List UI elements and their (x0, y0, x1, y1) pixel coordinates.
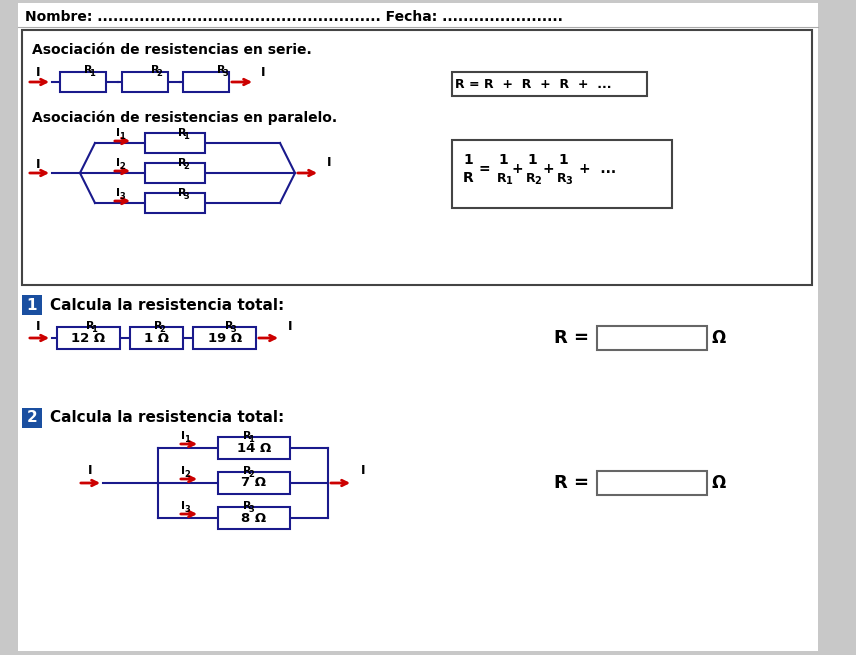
Text: I: I (288, 320, 292, 333)
Bar (57, 327, 120, 349)
Text: 14 Ω: 14 Ω (237, 441, 271, 455)
Bar (597, 471, 707, 495)
Text: 2: 2 (183, 162, 189, 171)
Bar (597, 326, 707, 350)
Text: I: I (181, 501, 185, 511)
Text: 1: 1 (183, 132, 189, 141)
Text: 1: 1 (92, 325, 98, 334)
Text: 3: 3 (120, 192, 125, 201)
Text: 1: 1 (184, 435, 190, 444)
Text: 3: 3 (185, 505, 190, 514)
Text: 1: 1 (498, 153, 508, 167)
Bar (218, 507, 290, 529)
Bar (60, 72, 106, 92)
Text: R: R (151, 65, 159, 75)
Bar (130, 327, 183, 349)
Text: 2: 2 (535, 176, 541, 186)
Text: 2: 2 (248, 470, 254, 479)
Text: 2: 2 (159, 325, 165, 334)
Bar (145, 193, 205, 213)
Bar (193, 327, 256, 349)
Text: 1: 1 (527, 153, 537, 167)
Text: R: R (243, 466, 252, 476)
Bar (122, 72, 168, 92)
Text: Nombre: ...................................................... Fecha: ..........: Nombre: ................................… (25, 10, 563, 24)
Bar (145, 163, 205, 183)
Bar (218, 472, 290, 494)
Text: R: R (84, 65, 92, 75)
Text: Ω: Ω (712, 329, 726, 347)
Bar (22, 408, 42, 428)
Text: +  ...: + ... (579, 162, 616, 176)
Text: Calcula la resistencia total:: Calcula la resistencia total: (50, 297, 284, 312)
Text: 3: 3 (248, 505, 254, 514)
Text: Ω: Ω (712, 474, 726, 492)
Text: 3: 3 (223, 69, 229, 78)
Text: R: R (243, 431, 252, 441)
Text: 1: 1 (120, 132, 125, 141)
Text: R = R  +  R  +  R  +  ...: R = R + R + R + ... (455, 77, 611, 90)
Text: I: I (36, 66, 40, 79)
Text: 3: 3 (183, 192, 189, 201)
Text: I: I (181, 466, 185, 476)
Bar (452, 140, 672, 208)
Text: I: I (36, 320, 40, 333)
Text: R: R (462, 171, 473, 185)
Text: R: R (154, 321, 163, 331)
Bar (145, 133, 205, 153)
Text: I: I (116, 128, 120, 138)
Text: 2: 2 (120, 162, 125, 171)
Text: I: I (360, 464, 366, 477)
Text: 3: 3 (566, 176, 573, 186)
Text: 12 Ω: 12 Ω (71, 331, 105, 345)
Text: =: = (479, 162, 490, 176)
Text: 1: 1 (463, 153, 473, 167)
Text: Calcula la resistencia total:: Calcula la resistencia total: (50, 411, 284, 426)
Bar (22, 30, 812, 285)
Text: +: + (511, 162, 523, 176)
Text: I: I (116, 188, 120, 198)
Text: 19 Ω: 19 Ω (208, 331, 242, 345)
Text: R: R (178, 158, 187, 168)
Text: R: R (225, 321, 233, 331)
Text: 3: 3 (230, 325, 236, 334)
Bar (183, 72, 229, 92)
Text: R: R (243, 501, 252, 511)
Text: I: I (88, 464, 92, 477)
Text: 7 Ω: 7 Ω (241, 476, 266, 489)
Text: R: R (217, 65, 225, 75)
Text: R =: R = (554, 474, 595, 492)
Text: R: R (178, 128, 187, 138)
Text: R: R (178, 188, 187, 198)
Text: +: + (542, 162, 554, 176)
Text: R: R (497, 172, 507, 185)
Text: R: R (557, 172, 567, 185)
Text: R =: R = (554, 329, 595, 347)
Bar (22, 295, 42, 315)
Text: 1: 1 (248, 435, 254, 444)
Text: 1: 1 (27, 297, 38, 312)
Bar (452, 72, 647, 96)
Text: 1: 1 (506, 176, 513, 186)
Text: R: R (526, 172, 536, 185)
Text: I: I (116, 158, 120, 168)
Text: 2: 2 (27, 411, 38, 426)
Text: I: I (36, 159, 40, 172)
Text: I: I (327, 157, 331, 170)
Text: 2: 2 (184, 470, 190, 479)
Text: 1 Ω: 1 Ω (145, 331, 169, 345)
Text: Asociación de resistencias en paralelo.: Asociación de resistencias en paralelo. (32, 111, 337, 125)
Text: 2: 2 (157, 69, 163, 78)
Text: Asociación de resistencias en serie.: Asociación de resistencias en serie. (32, 43, 312, 57)
Text: 1: 1 (558, 153, 568, 167)
Bar (218, 437, 290, 459)
Text: R: R (86, 321, 94, 331)
Text: 1: 1 (90, 69, 95, 78)
Text: I: I (181, 431, 185, 441)
Text: 8 Ω: 8 Ω (241, 512, 266, 525)
Text: I: I (261, 66, 265, 79)
